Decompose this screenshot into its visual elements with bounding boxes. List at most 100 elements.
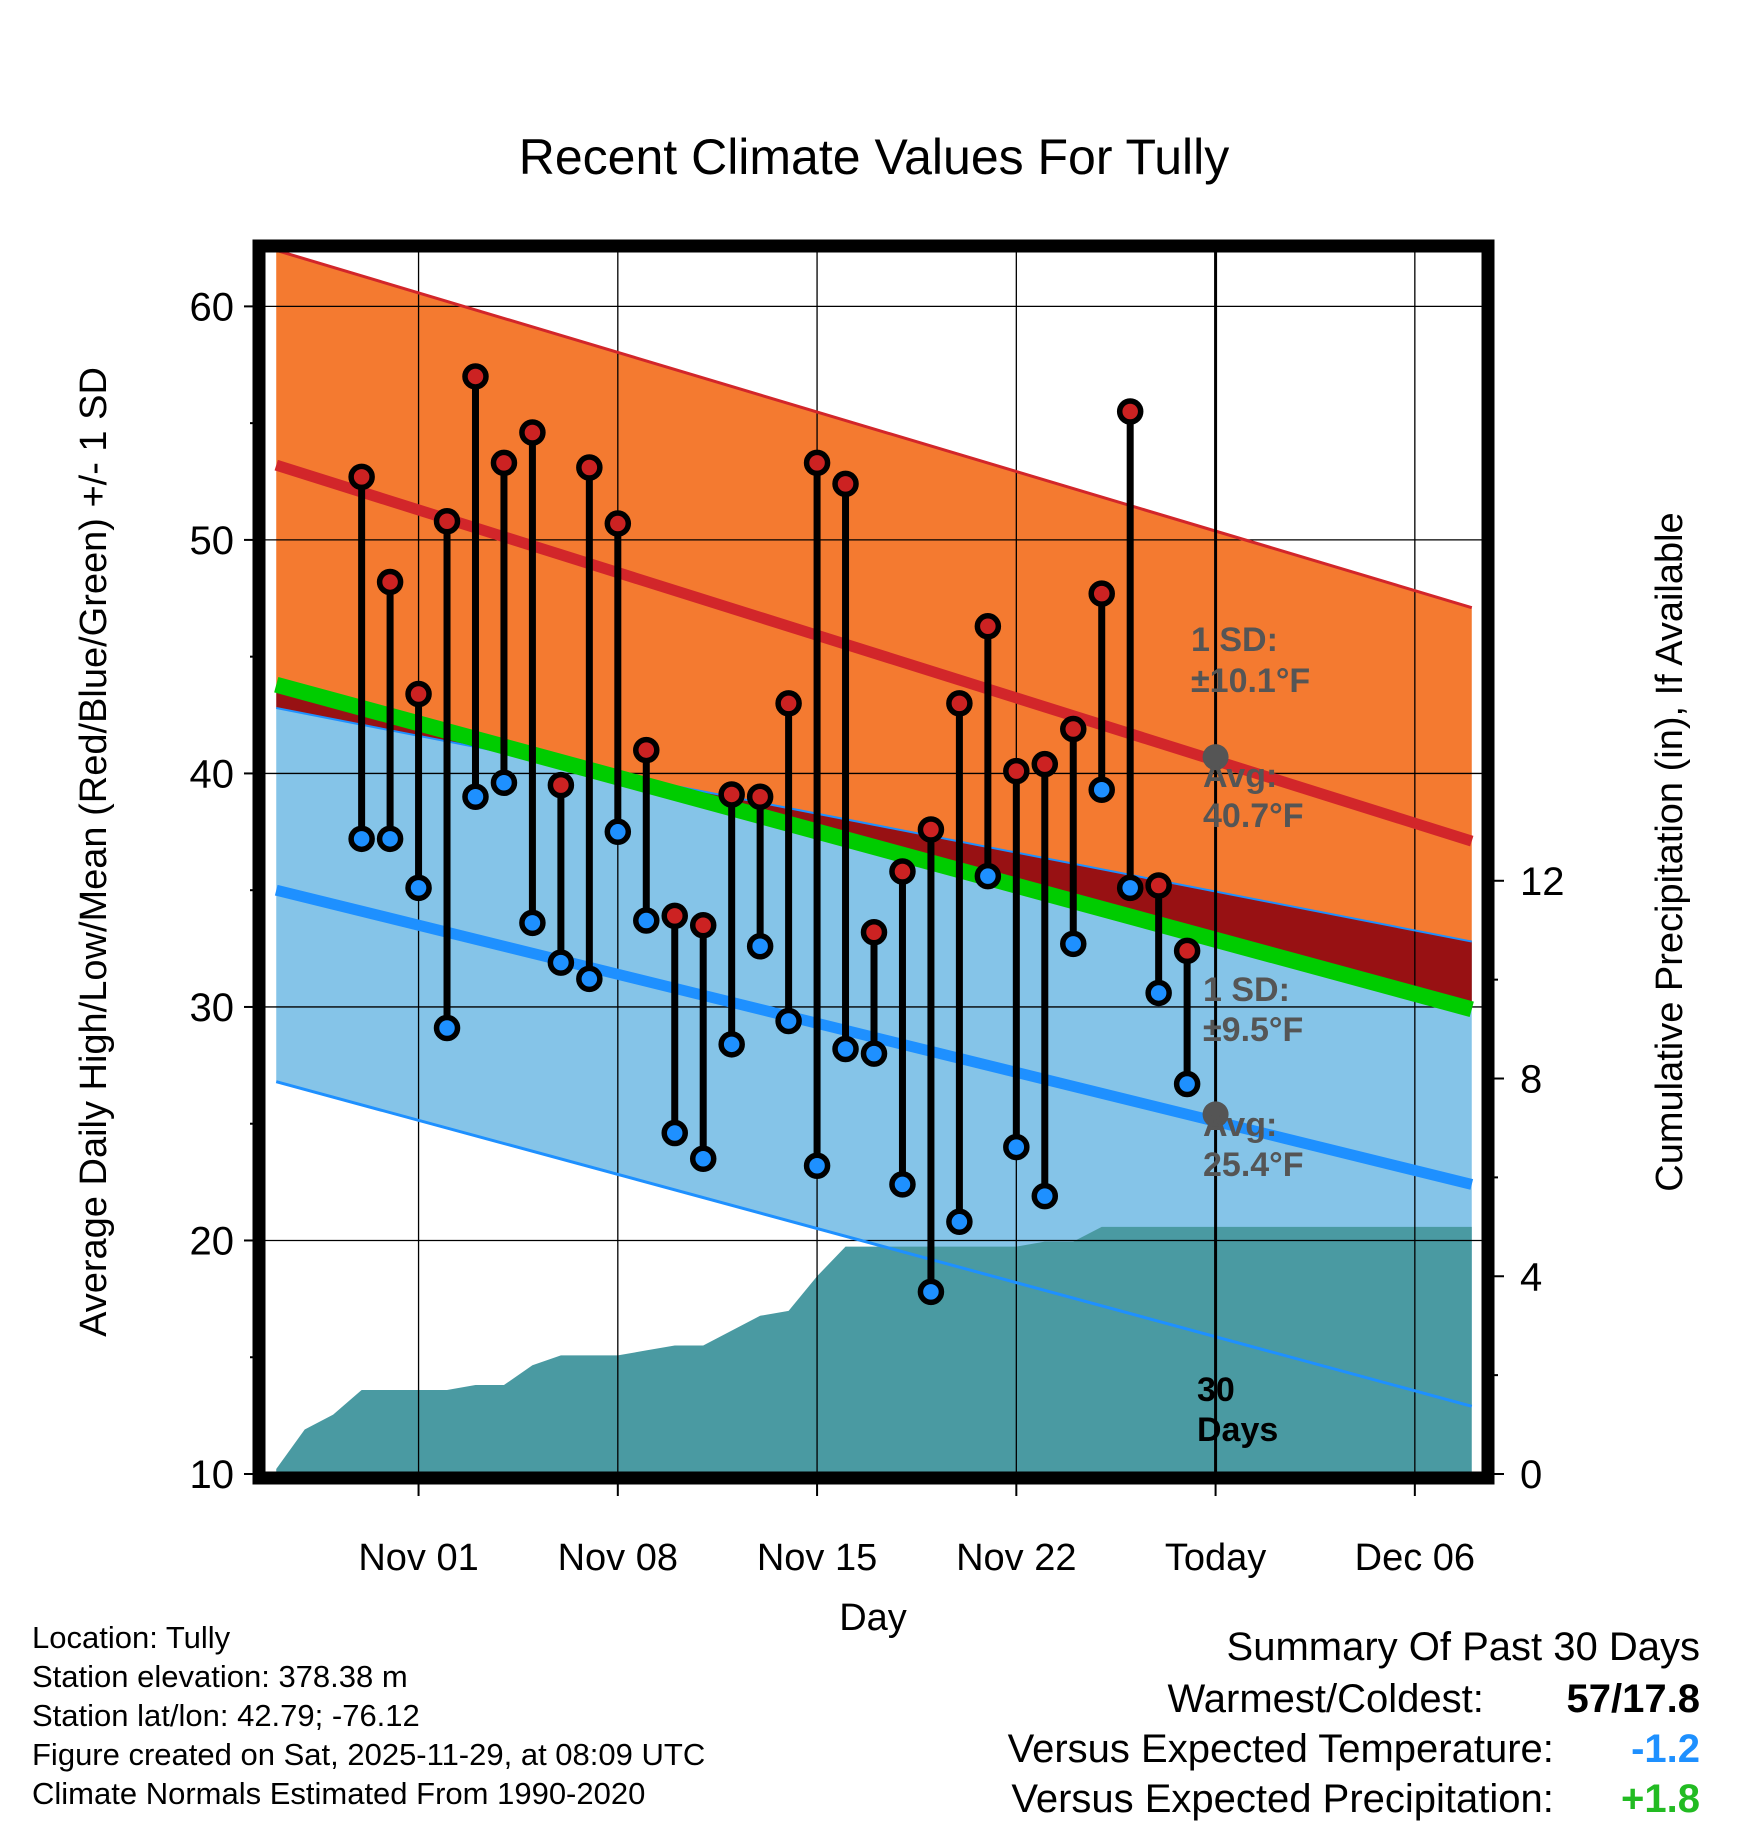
today-low-avg-marker bbox=[1202, 1101, 1229, 1128]
daily-high-point bbox=[775, 690, 802, 717]
x-tick-label-5: Dec 06 bbox=[1355, 1537, 1475, 1579]
daily-high-point bbox=[917, 816, 945, 843]
daily-high-point bbox=[1088, 580, 1115, 607]
daily-high-point bbox=[1003, 757, 1030, 785]
daily-low-point bbox=[1173, 1070, 1201, 1098]
x-tick-label-4: Today bbox=[1165, 1537, 1266, 1579]
low-avg-value: 25.4°F bbox=[1203, 1146, 1304, 1184]
period-unit: Days bbox=[1197, 1411, 1278, 1449]
location-text: Location: Tully bbox=[32, 1620, 231, 1655]
elevation-text: Station elevation: 378.38 m bbox=[32, 1659, 408, 1694]
y2-tick-label-8: 8 bbox=[1520, 1058, 1542, 1102]
low-sd-value: ±9.5°F bbox=[1203, 1011, 1303, 1049]
x-tick-label-3: Nov 22 bbox=[956, 1537, 1076, 1579]
temp-label: Versus Expected Temperature: bbox=[1007, 1727, 1554, 1771]
warmest-label: Warmest/Coldest: bbox=[1167, 1677, 1484, 1721]
daily-high-point bbox=[1145, 872, 1172, 899]
daily-high-point bbox=[946, 690, 973, 717]
daily-high-point bbox=[1173, 937, 1201, 965]
daily-high-point bbox=[1060, 715, 1087, 743]
daily-high-point bbox=[1116, 398, 1144, 425]
daily-high-point bbox=[462, 363, 489, 390]
x-tick-label-1: Nov 08 bbox=[558, 1537, 678, 1579]
daily-high-point bbox=[689, 911, 717, 939]
summary-heading: Summary Of Past 30 Days bbox=[1226, 1625, 1700, 1669]
latlon-text: Station lat/lon: 42.79; -76.12 bbox=[32, 1698, 420, 1733]
daily-low-point bbox=[775, 1007, 802, 1035]
y-tick-label-20: 20 bbox=[190, 1219, 235, 1263]
daily-low-point bbox=[1088, 776, 1115, 804]
daily-low-point bbox=[576, 965, 603, 993]
daily-low-point bbox=[718, 1031, 745, 1058]
low-sd-lower-line bbox=[275, 1080, 1473, 1408]
daily-low-point bbox=[405, 874, 432, 902]
daily-high-point bbox=[633, 736, 660, 764]
daily-low-point bbox=[1003, 1133, 1030, 1161]
daily-low-point bbox=[433, 1014, 461, 1042]
daily-high-point bbox=[860, 918, 888, 946]
y2-tick-label-0: 0 bbox=[1520, 1453, 1542, 1497]
temp-value: -1.2 bbox=[1631, 1727, 1700, 1771]
summary-panel: Summary Of Past 30 Days Warmest/Coldest:… bbox=[1008, 1622, 1700, 1824]
daily-low-point bbox=[348, 825, 375, 853]
precip-label: Versus Expected Precipitation: bbox=[1011, 1777, 1554, 1821]
daily-low-point bbox=[917, 1278, 945, 1306]
high-sd-label: 1 SD: bbox=[1191, 621, 1278, 659]
station-info: Location: Tully Station elevation: 378.3… bbox=[32, 1618, 705, 1813]
y-tick-label-50: 50 bbox=[190, 519, 235, 563]
high-sd-upper-line bbox=[275, 248, 1473, 610]
y-tick-label-60: 60 bbox=[190, 285, 235, 329]
daily-low-point bbox=[519, 909, 546, 937]
daily-high-point bbox=[405, 680, 432, 708]
daily-high-point bbox=[576, 454, 603, 481]
summary-warmest-row: Warmest/Coldest: 57/17.8 bbox=[1008, 1674, 1701, 1724]
plot-frame bbox=[252, 239, 1495, 1485]
daily-low-point bbox=[1116, 874, 1144, 902]
y2-axis-label: Cumulative Precipitation (in), If Availa… bbox=[1649, 512, 1691, 1191]
chart-title: Recent Climate Values For Tully bbox=[518, 129, 1230, 185]
daily-low-point bbox=[462, 783, 489, 811]
daily-high-point bbox=[1031, 750, 1059, 778]
y-tick-label-30: 30 bbox=[190, 986, 235, 1030]
daily-low-point bbox=[490, 769, 518, 797]
daily-high-point bbox=[547, 771, 575, 799]
precipitation-area bbox=[276, 1226, 1472, 1474]
daily-high-point bbox=[974, 613, 1002, 640]
daily-low-point bbox=[974, 862, 1002, 890]
high-avg-value: 40.7°F bbox=[1203, 797, 1304, 835]
daily-low-point bbox=[1031, 1182, 1059, 1210]
created-text: Figure created on Sat, 2025-11-29, at 08… bbox=[32, 1737, 706, 1772]
daily-low-point bbox=[1060, 930, 1087, 958]
y2-tick-label-12: 12 bbox=[1520, 860, 1565, 904]
warmest-value: 57/17.8 bbox=[1566, 1677, 1700, 1721]
high-sd-band bbox=[276, 250, 1472, 1010]
daily-low-point bbox=[889, 1171, 916, 1198]
daily-low-point bbox=[746, 932, 774, 960]
low-avg-label: Avg: bbox=[1203, 1106, 1277, 1144]
daily-low-point bbox=[633, 907, 660, 934]
y-tick-label-40: 40 bbox=[190, 752, 235, 796]
y-tick-label-10: 10 bbox=[190, 1453, 235, 1497]
daily-high-point bbox=[803, 449, 831, 477]
daily-high-point bbox=[718, 781, 745, 808]
daily-high-point bbox=[604, 510, 632, 537]
high-sd-value: ±10.1°F bbox=[1191, 662, 1310, 700]
today-high-avg-marker bbox=[1202, 744, 1229, 771]
normals-text: Climate Normals Estimated From 1990-2020 bbox=[32, 1776, 646, 1811]
daily-low-point bbox=[832, 1035, 859, 1063]
daily-high-point bbox=[519, 419, 546, 446]
daily-high-point bbox=[433, 507, 461, 535]
daily-low-point bbox=[860, 1040, 888, 1067]
low-sd-label: 1 SD: bbox=[1203, 971, 1290, 1009]
daily-low-point bbox=[547, 949, 575, 976]
x-tick-label-0: Nov 01 bbox=[358, 1537, 478, 1579]
daily-high-point bbox=[348, 463, 375, 491]
daily-low-point bbox=[803, 1152, 831, 1179]
daily-low-point bbox=[661, 1119, 688, 1147]
daily-low-point bbox=[946, 1208, 973, 1236]
daily-low-point bbox=[604, 818, 632, 846]
y2-tick-label-4: 4 bbox=[1520, 1255, 1542, 1299]
precip-value: +1.8 bbox=[1621, 1777, 1700, 1821]
daily-high-point bbox=[490, 449, 518, 477]
